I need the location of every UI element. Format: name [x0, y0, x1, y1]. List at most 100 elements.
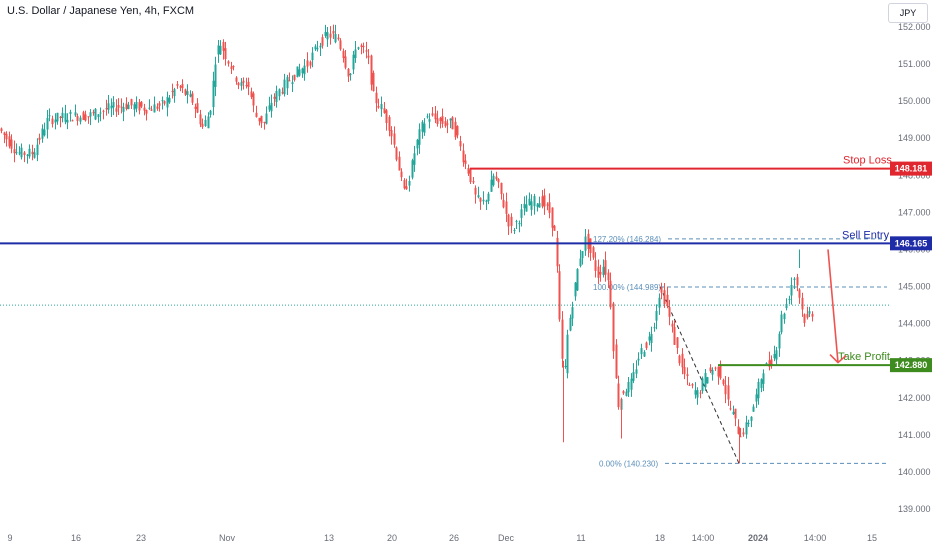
candle-body [247, 81, 250, 88]
candle-body [518, 222, 521, 225]
candle-body [288, 80, 291, 82]
candle-body [551, 207, 554, 228]
candle-body [140, 101, 143, 107]
x-axis[interactable]: 9 16 23 Nov 13 20 26 Dec 11 18 14:00 2024 14:00 15 [7, 533, 877, 543]
candle-body [635, 369, 638, 374]
fibonacci-levels[interactable]: 127.20% (146.284) 100.00% (144.989) 0.00% … [593, 235, 887, 468]
candle-body [426, 116, 429, 118]
projection-arrow-line [827, 249, 839, 363]
candle-body [133, 104, 136, 110]
y-tick-label: 147.000 [898, 207, 931, 217]
candle-body [179, 86, 182, 88]
candle-body [344, 56, 347, 68]
candle-body [451, 117, 454, 130]
candle-body [541, 196, 544, 207]
candle-body [390, 130, 393, 137]
candle-body [671, 323, 674, 327]
take-profit-price-badge [890, 358, 932, 373]
candle-body [127, 104, 130, 110]
candle-body [490, 179, 493, 192]
candle-body [191, 93, 194, 103]
candle-body [796, 277, 799, 286]
candle-body [342, 51, 345, 59]
candle-body [421, 121, 424, 132]
candle-body [252, 93, 255, 106]
candle-body [604, 260, 607, 275]
x-tick-label: 20 [387, 533, 397, 543]
candle-body [467, 167, 470, 174]
candle-body [362, 45, 365, 48]
candle-body [538, 203, 541, 208]
candle-body [270, 102, 273, 112]
candle-body [589, 238, 592, 253]
y-tick-label: 144.000 [898, 319, 931, 329]
candle-body [181, 84, 184, 89]
candle-body [502, 199, 505, 208]
candle-body [727, 385, 730, 400]
candle-body [150, 109, 153, 111]
candle-body [793, 278, 796, 280]
candle-body [811, 313, 814, 317]
candle-body [477, 195, 480, 198]
candle-body [658, 297, 661, 308]
candle-body [762, 373, 765, 384]
candle-body [260, 115, 263, 124]
candle-body [242, 80, 245, 83]
candle-body [650, 333, 653, 344]
candle-body [648, 336, 651, 341]
annotations [827, 249, 847, 364]
candle-body [48, 115, 51, 117]
fib-level-label: 100.00% (144.989) [593, 283, 661, 292]
candle-body [783, 313, 786, 320]
candle-body [660, 287, 663, 293]
candle-body [485, 200, 488, 202]
candle-body [576, 269, 579, 291]
candle-body [13, 149, 16, 154]
candle-body [321, 37, 324, 46]
candle-body [161, 100, 164, 102]
candle-body [8, 136, 11, 147]
candle-body [54, 119, 57, 123]
candle-body [212, 80, 215, 108]
candle-body [745, 422, 748, 435]
candle-body [209, 110, 212, 115]
sell-entry-price-text: 146.165 [895, 238, 928, 248]
candle-body [3, 132, 6, 135]
candle-body [581, 251, 584, 259]
candle-body [186, 91, 189, 95]
candle-body [742, 432, 745, 435]
candle-body [497, 179, 500, 183]
candle-body [523, 203, 526, 209]
candle-body [367, 55, 370, 58]
candle-body [332, 30, 335, 34]
candle-body [196, 103, 199, 113]
candle-body [645, 342, 648, 349]
currency-button[interactable]: JPY [888, 3, 928, 23]
x-tick-label: 9 [7, 533, 12, 543]
candle-body [806, 313, 809, 318]
candle-body [69, 111, 72, 114]
candle-body [388, 117, 391, 131]
candle-body [413, 153, 416, 165]
fib-trend-line [659, 286, 740, 464]
candle-body [711, 369, 714, 375]
candle-body [5, 133, 8, 140]
candle-body [33, 152, 36, 158]
candle-body [64, 113, 67, 122]
candle-body [808, 311, 811, 314]
candle-body [293, 74, 296, 80]
candle-body [273, 96, 276, 99]
x-tick-label: 11 [576, 533, 585, 543]
candle-body [472, 181, 475, 183]
candle-body [207, 116, 210, 129]
candle-body [439, 117, 442, 122]
candle-body [125, 103, 128, 109]
candle-body [326, 32, 329, 40]
candle-body [92, 112, 95, 114]
y-tick-label: 145.000 [898, 282, 931, 292]
candle-body [303, 65, 306, 75]
candle-body [597, 266, 600, 278]
